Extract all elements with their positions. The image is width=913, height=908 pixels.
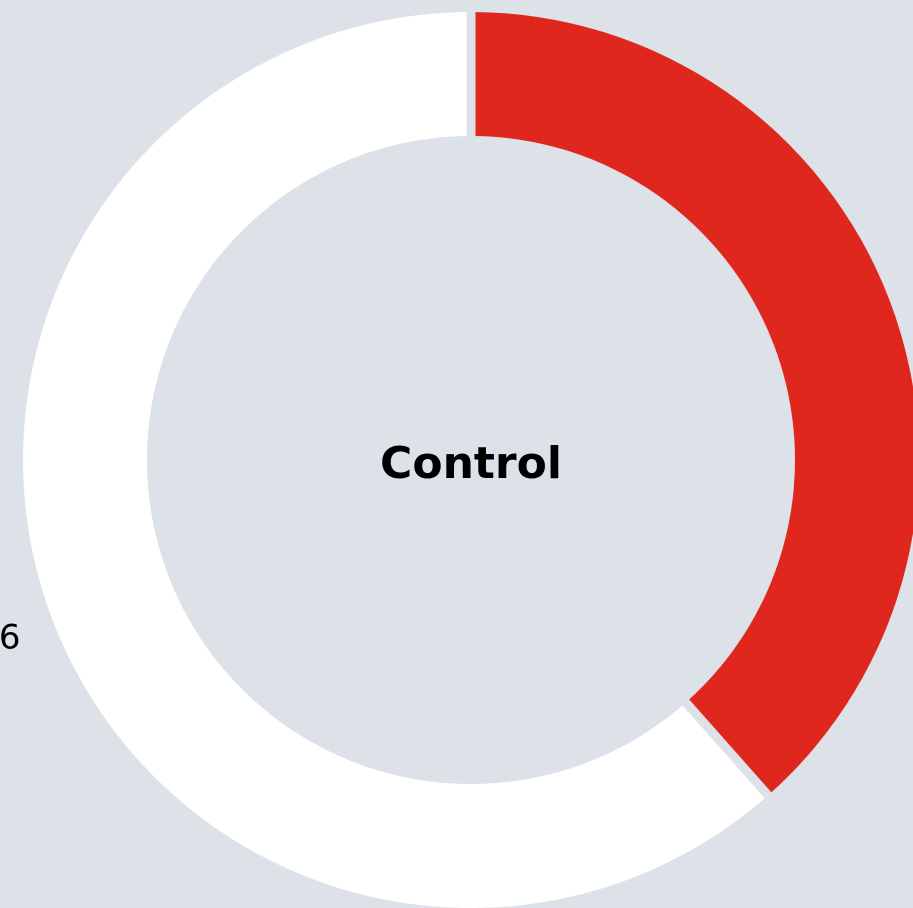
- slices-layer: [23, 10, 913, 908]
- donut-slice-2: [23, 12, 769, 908]
- slice-separator-2: [681, 698, 773, 800]
- center-label: Control: [380, 438, 562, 489]
- labels-layer: 1016: [0, 618, 20, 658]
- slice-value-label-2: 16: [0, 618, 20, 658]
- donut-slice-1: [471, 12, 913, 796]
